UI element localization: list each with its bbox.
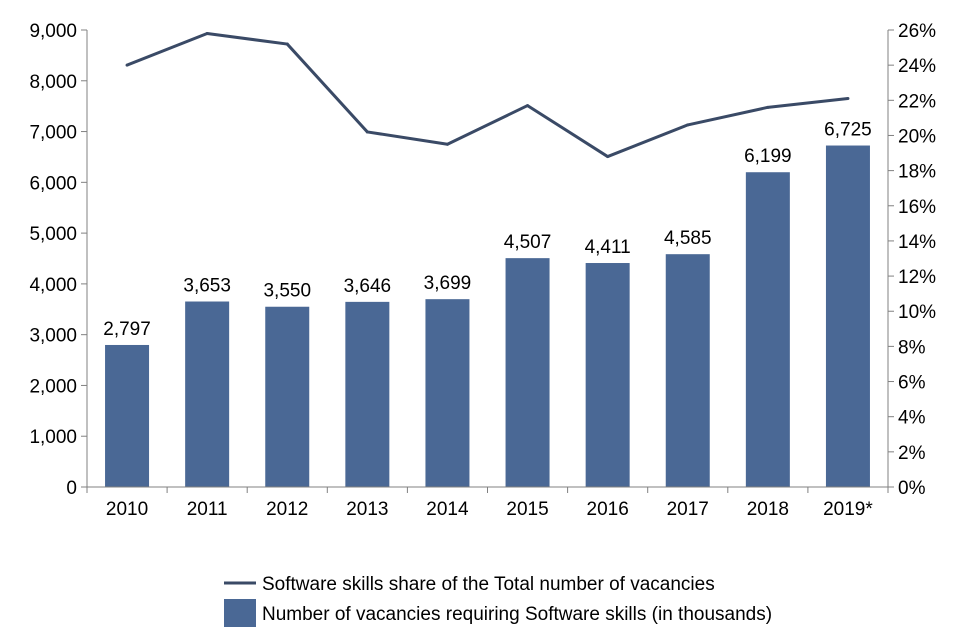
bar-data-label: 3,699 [424,273,472,294]
bar-2013 [345,301,390,487]
x-tick-label: 2013 [346,499,388,520]
left-tick-label: 1,000 [29,427,77,448]
share-line-point [205,32,209,36]
right-tick-label: 4% [898,408,926,429]
bar-data-label: 3,550 [263,281,311,302]
x-tick-label: 2012 [266,499,308,520]
bar-2015 [505,258,550,487]
right-tick-label: 16% [898,197,936,218]
legend-bar-swatch [224,599,256,627]
x-tick-label: 2018 [747,499,789,520]
share-line [126,32,849,159]
x-tick-label: 2014 [426,499,469,520]
x-tick-label: 2011 [187,499,228,520]
left-tick-label: 0 [66,478,77,499]
legend-bar-label: Number of vacancies requiring Software s… [262,604,772,625]
right-tick-label: 10% [898,302,936,323]
bar-2019 [825,145,870,487]
bar-data-label: 4,585 [664,228,712,249]
x-tick-label: 2015 [506,499,548,520]
left-tick-label: 4,000 [29,275,77,296]
share-line-point [686,123,690,127]
x-tick-label: 2010 [106,499,148,520]
right-tick-label: 6% [898,373,926,394]
share-line-point [526,104,530,108]
bar-data-label: 3,653 [183,276,231,297]
share-line-point [766,105,770,109]
bar-2017 [665,254,710,487]
x-tick-label: 2016 [587,499,629,520]
left-tick-label: 9,000 [29,21,77,42]
share-line-point [365,130,369,134]
bar-2014 [425,299,470,487]
bar-data-label: 2,797 [103,319,151,340]
left-tick-label: 3,000 [29,326,77,347]
left-tick-label: 5,000 [29,224,77,245]
x-tick-label: 2019* [823,499,873,520]
right-tick-label: 0% [898,478,926,499]
bar-data-label: 3,646 [344,276,392,297]
x-tick-label: 2017 [667,499,709,520]
right-tick-label: 18% [898,162,936,183]
bar-data-label: 6,725 [824,120,872,141]
share-line-point [125,63,129,67]
right-tick-label: 8% [898,337,926,358]
share-line-point [846,97,850,101]
bar-2016 [585,263,630,487]
share-line-point [606,155,610,159]
bar-data-label: 6,199 [744,146,792,167]
left-tick-label: 7,000 [29,123,77,144]
bar-2011 [185,301,230,487]
left-tick-label: 8,000 [29,72,77,93]
share-line-point [285,42,289,46]
right-tick-label: 14% [898,232,936,253]
bar-data-label: 4,411 [585,237,631,258]
right-tick-label: 24% [898,56,936,77]
legend-line-label: Software skills share of the Total numbe… [262,574,715,595]
right-tick-label: 20% [898,126,936,147]
right-tick-label: 26% [898,21,936,42]
bar-2018 [745,172,790,487]
right-tick-label: 12% [898,267,936,288]
bar-2010 [105,344,150,487]
share-line-point [445,142,449,146]
left-tick-label: 6,000 [29,173,77,194]
bar-2012 [265,306,310,487]
right-tick-label: 2% [898,443,926,464]
bar-data-label: 4,507 [504,232,552,253]
left-tick-label: 2,000 [29,376,77,397]
right-tick-label: 22% [898,91,936,112]
